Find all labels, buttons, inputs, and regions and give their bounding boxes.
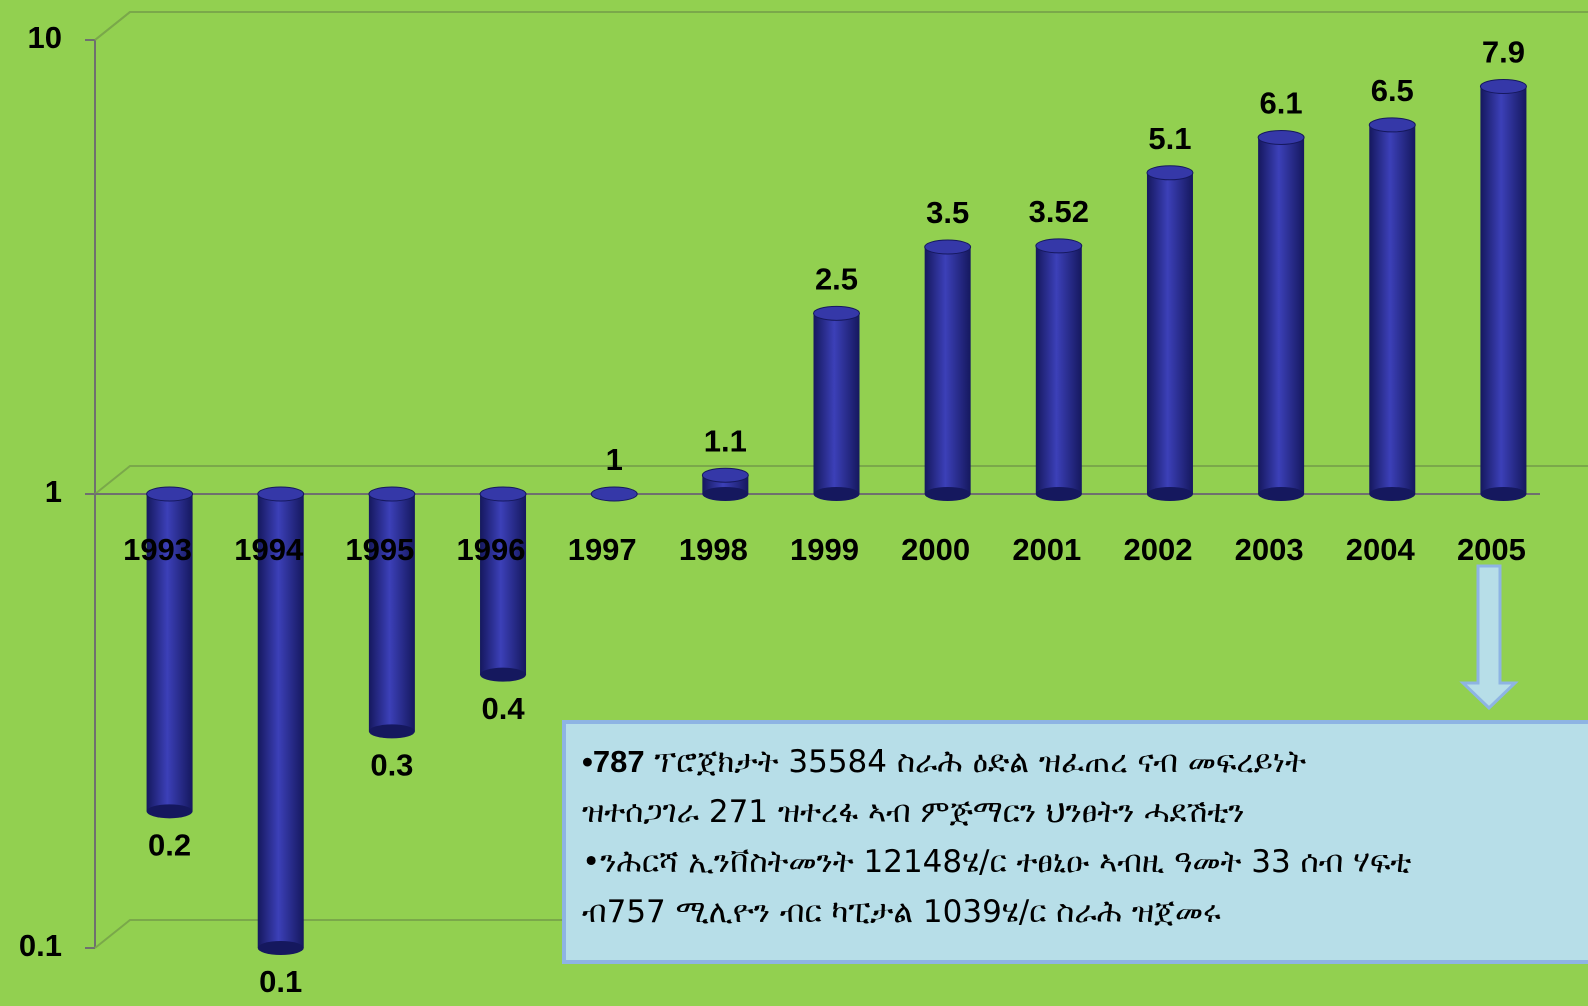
data-label: 1.1 (704, 423, 747, 458)
bar-bottom (1369, 487, 1416, 501)
bar (813, 305, 860, 501)
data-label: 1 (606, 442, 623, 477)
grid-line (94, 11, 1588, 41)
y-tick-label: 0.1 (19, 928, 62, 963)
annotation-text: ዝተሰጋገራ 271 ዝተረፋ ኣብ ምጅማርን ህንፀትን ሓደሽቲን (582, 794, 1245, 830)
bar-body (480, 494, 527, 675)
bar (146, 486, 194, 819)
bar-cap (1368, 117, 1416, 133)
data-label: 2.5 (815, 262, 858, 297)
bar-cap (1479, 78, 1527, 94)
x-tick-label: 1996 (457, 532, 526, 567)
x-tick-label: 2000 (901, 532, 970, 567)
annotation-box (562, 720, 1588, 964)
annotation-text: •ንሕርሻ ኢንቨስትመንት 12148ሄ/ር ተፀኒዑ ኣብዚ ዓመት 33 … (582, 844, 1411, 880)
bar-bottom (924, 487, 971, 501)
bar-body (257, 494, 304, 948)
annotation-text: ፕሮጀክታት 35584 ስራሕ ዕድል ዝፈጠረ ናብ መፍረይነት (645, 744, 1306, 780)
bar-body (1480, 86, 1527, 495)
bar-cap (1257, 129, 1305, 145)
bar (1368, 117, 1416, 501)
bar (590, 486, 638, 502)
bar (368, 486, 416, 739)
x-tick-label: 2003 (1235, 532, 1304, 567)
x-tick-label: 1997 (568, 532, 637, 567)
x-tick-label: 1993 (123, 532, 192, 567)
bar-cap (146, 486, 194, 502)
bar (1146, 165, 1194, 501)
bar-cap (701, 467, 749, 483)
bar-bottom (480, 667, 527, 682)
annotation-text: ብ757 ሚሊዮን ብር ካፒታል 1039ሄ/ር ስራሕ ዝጀመሩ (582, 894, 1221, 930)
x-tick-label: 1994 (234, 532, 304, 567)
data-label: 6.1 (1260, 86, 1303, 121)
bar (1479, 78, 1527, 501)
bar-bottom (146, 804, 193, 819)
x-tick-label: 1998 (679, 532, 748, 567)
bar (1257, 129, 1305, 501)
data-label: 0.4 (481, 691, 525, 726)
bar-body (924, 246, 971, 494)
annotation-line: ብ757 ሚሊዮን ብር ካፒታል 1039ሄ/ር ስራሕ ዝጀመሩ (582, 894, 1221, 930)
annotation-line: ዝተሰጋገራ 271 ዝተረፋ ኣብ ምጅማርን ህንፀትን ሓደሽቲን (582, 794, 1245, 830)
bar-bottom (368, 724, 415, 739)
bar (479, 486, 527, 682)
bar-cap (813, 305, 860, 321)
bar-bottom (702, 487, 749, 501)
bar-cap (924, 239, 972, 255)
bar-bottom (1146, 487, 1193, 501)
bar-cap (1146, 165, 1194, 181)
bar-cap (257, 486, 305, 502)
bar-bottom (1258, 487, 1305, 501)
bar-cap (479, 486, 527, 502)
bar-body (1146, 172, 1193, 495)
data-label: 0.2 (148, 828, 191, 863)
bar (1035, 238, 1083, 501)
bar-body (146, 494, 193, 812)
grid-line (94, 465, 1588, 495)
data-label: 6.5 (1371, 73, 1414, 108)
x-tick-label: 1995 (345, 532, 414, 567)
data-label: 5.1 (1148, 121, 1191, 156)
x-tick-label: 2002 (1123, 532, 1192, 567)
annotation-line: •787 ፕሮጀክታት 35584 ስራሕ ዕድል ዝፈጠረ ናብ መፍረይነት (582, 744, 1306, 780)
bar-bottom (1035, 487, 1082, 501)
bar-cap (368, 486, 416, 502)
bar-body (1035, 245, 1082, 494)
x-tick-label: 2001 (1012, 532, 1081, 567)
bar (924, 239, 972, 501)
bar (701, 467, 749, 501)
annotation-line: •ንሕርሻ ኢንቨስትመንት 12148ሄ/ር ተፀኒዑ ኣብዚ ዓመት 33 … (582, 844, 1411, 880)
data-label: 0.3 (370, 748, 413, 783)
data-label: 7.9 (1482, 35, 1525, 70)
bar-cap (1035, 238, 1083, 254)
bar-bottom (257, 941, 304, 955)
bar-bottom (813, 487, 860, 501)
x-tick-label: 1999 (790, 532, 859, 567)
data-label: 3.52 (1029, 194, 1089, 229)
bar-body (813, 313, 860, 494)
arrow (1459, 564, 1519, 711)
bar-bottom (1480, 487, 1527, 501)
annotation-text: •787 (582, 744, 645, 779)
y-tick-label: 10 (28, 20, 62, 55)
bar-body (1258, 137, 1305, 494)
x-tick-label: 2004 (1346, 532, 1416, 567)
bar-body (368, 494, 415, 732)
x-tick-label: 2005 (1457, 532, 1526, 567)
data-label: 0.1 (259, 964, 302, 999)
data-label: 3.5 (926, 195, 969, 230)
bar-cap (590, 486, 638, 502)
bar (257, 486, 305, 955)
bar-body (1369, 124, 1416, 494)
y-tick-label: 1 (45, 474, 62, 509)
